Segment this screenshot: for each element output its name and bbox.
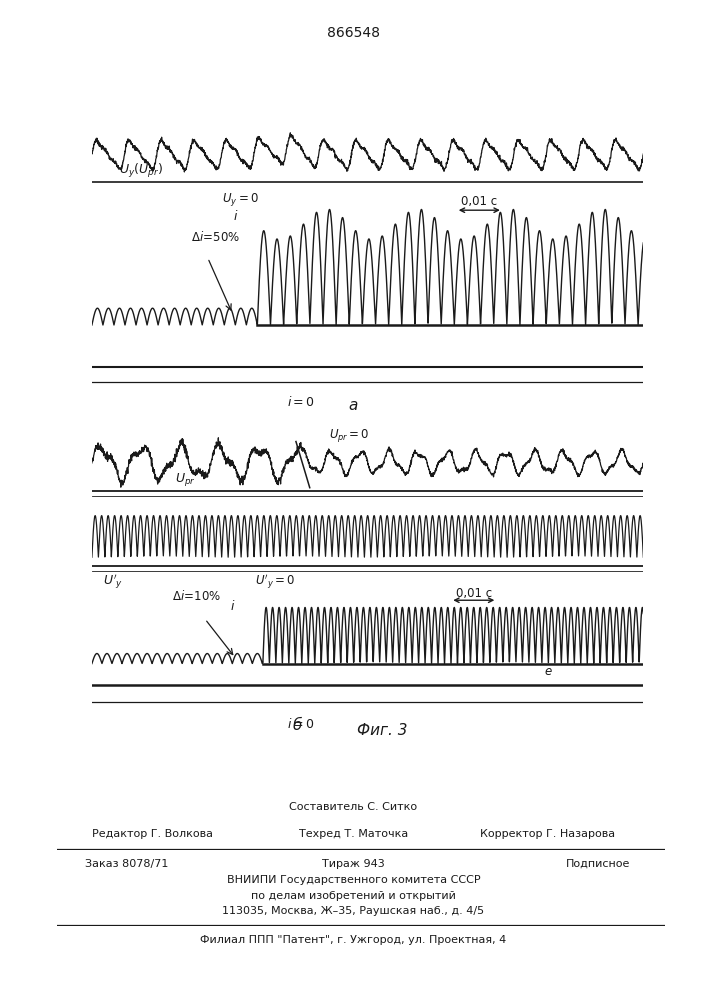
- Text: $i=0$: $i=0$: [288, 395, 315, 409]
- Text: Филиал ППП "Патент", г. Ужгород, ул. Проектная, 4: Филиал ППП "Патент", г. Ужгород, ул. Про…: [200, 935, 507, 945]
- Text: $U_y=0$: $U_y=0$: [221, 191, 258, 208]
- Text: a: a: [349, 398, 358, 413]
- Text: 0,01 c: 0,01 c: [456, 587, 492, 600]
- Text: Заказ 8078/71: Заказ 8078/71: [85, 859, 168, 869]
- Text: Техред Т. Маточка: Техред Т. Маточка: [299, 829, 408, 839]
- Text: Подписное: Подписное: [566, 859, 630, 869]
- Text: ВНИИПИ Государственного комитета СССР: ВНИИПИ Государственного комитета СССР: [227, 875, 480, 885]
- Text: $i$: $i$: [230, 599, 235, 613]
- Text: Редактор Г. Волкова: Редактор Г. Волкова: [92, 829, 213, 839]
- Text: $U_y(U_{pr})$: $U_y(U_{pr})$: [119, 162, 163, 180]
- Text: e: e: [544, 665, 551, 678]
- Text: $\Delta i\!=\!50\%$: $\Delta i\!=\!50\%$: [191, 230, 240, 244]
- Text: Тираж 943: Тираж 943: [322, 859, 385, 869]
- Text: Составитель С. Ситко: Составитель С. Ситко: [289, 802, 418, 812]
- Text: Корректор Г. Назарова: Корректор Г. Назарова: [480, 829, 615, 839]
- Text: $U'_y=0$: $U'_y=0$: [255, 573, 295, 591]
- Text: по делам изобретений и открытий: по делам изобретений и открытий: [251, 891, 456, 901]
- Text: 0,01 c: 0,01 c: [462, 195, 498, 208]
- Text: $i=0$: $i=0$: [288, 717, 315, 731]
- Text: $U_{pr}$: $U_{pr}$: [175, 471, 195, 488]
- Text: $U_{pr}=0$: $U_{pr}=0$: [329, 427, 370, 444]
- Text: $i$: $i$: [233, 209, 238, 223]
- Text: Фиг. 3: Фиг. 3: [356, 723, 407, 738]
- Text: $U'_y$: $U'_y$: [103, 573, 123, 591]
- Text: б: б: [292, 718, 302, 733]
- Text: 113035, Москва, Ж–35, Раушская наб., д. 4/5: 113035, Москва, Ж–35, Раушская наб., д. …: [223, 906, 484, 916]
- Text: 866548: 866548: [327, 26, 380, 40]
- Text: $\Delta i\!=\!10\%$: $\Delta i\!=\!10\%$: [172, 589, 221, 603]
